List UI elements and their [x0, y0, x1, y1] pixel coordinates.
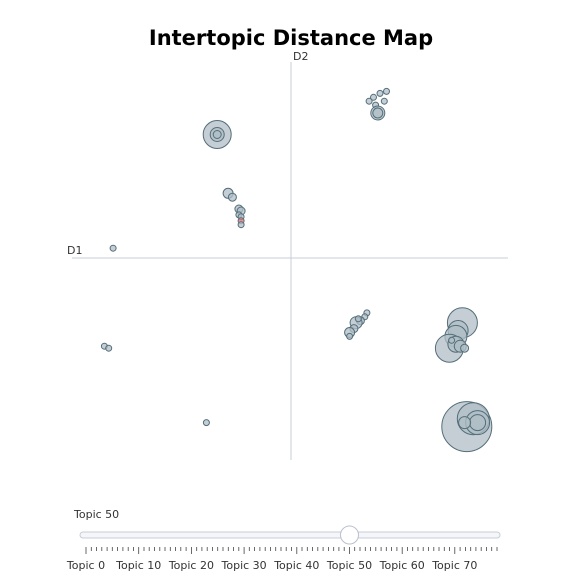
topic-bubble-35[interactable]: [448, 336, 456, 344]
topic-bubble-38[interactable]: [202, 419, 210, 427]
topic-bubble-10[interactable]: [212, 130, 222, 139]
topic-bubble-0[interactable]: [370, 93, 377, 101]
topic-bubble-2[interactable]: [383, 87, 390, 95]
y-axis-label: D2: [293, 50, 308, 63]
slider-tick-label: Topic 50: [326, 559, 372, 572]
slider-tick-label: Topic 20: [168, 559, 214, 572]
topic-bubble-19[interactable]: [109, 244, 117, 252]
topic-bubble-42[interactable]: [469, 414, 487, 432]
slider-current-label: Topic 50: [73, 508, 119, 521]
topic-bubble-43[interactable]: [458, 416, 472, 430]
topic-bubble-34[interactable]: [460, 343, 470, 353]
slider-tick-label: Topic 40: [273, 559, 319, 572]
topic-bubble-3[interactable]: [365, 97, 373, 105]
topic-bubble-26[interactable]: [346, 332, 354, 340]
topic-slider[interactable]: Topic 50 Topic 0 Topic 10 Topic 20 Topic 30…: [66, 508, 501, 572]
topic-bubble-7[interactable]: [372, 107, 384, 119]
slider-tick-label: Topic 70: [431, 559, 477, 572]
slider-handle[interactable]: [340, 525, 359, 545]
topic-bubble-18[interactable]: [237, 221, 245, 229]
slider-tick-label: Topic 60: [379, 559, 425, 572]
topic-bubble-12[interactable]: [227, 192, 237, 202]
chart-title: Intertopic Distance Map: [148, 26, 434, 50]
slider-ticks: Topic 0 Topic 10 Topic 20 Topic 30 Topic 40 T…: [66, 547, 498, 572]
slider-track[interactable]: [79, 531, 501, 539]
topic-bubble-37[interactable]: [105, 344, 113, 352]
x-axis-label: D1: [67, 244, 82, 257]
topic-bubble-5[interactable]: [380, 97, 388, 105]
slider-tick-label: Topic 0: [66, 559, 105, 572]
slider-tick-label: Topic 30: [221, 559, 267, 572]
topic-bubbles: [100, 87, 493, 453]
axes: D1 D2: [67, 50, 508, 460]
topic-bubble-27[interactable]: [354, 315, 362, 323]
topic-bubble-1[interactable]: [376, 89, 384, 97]
slider-tick-label: Topic 10: [115, 559, 161, 572]
